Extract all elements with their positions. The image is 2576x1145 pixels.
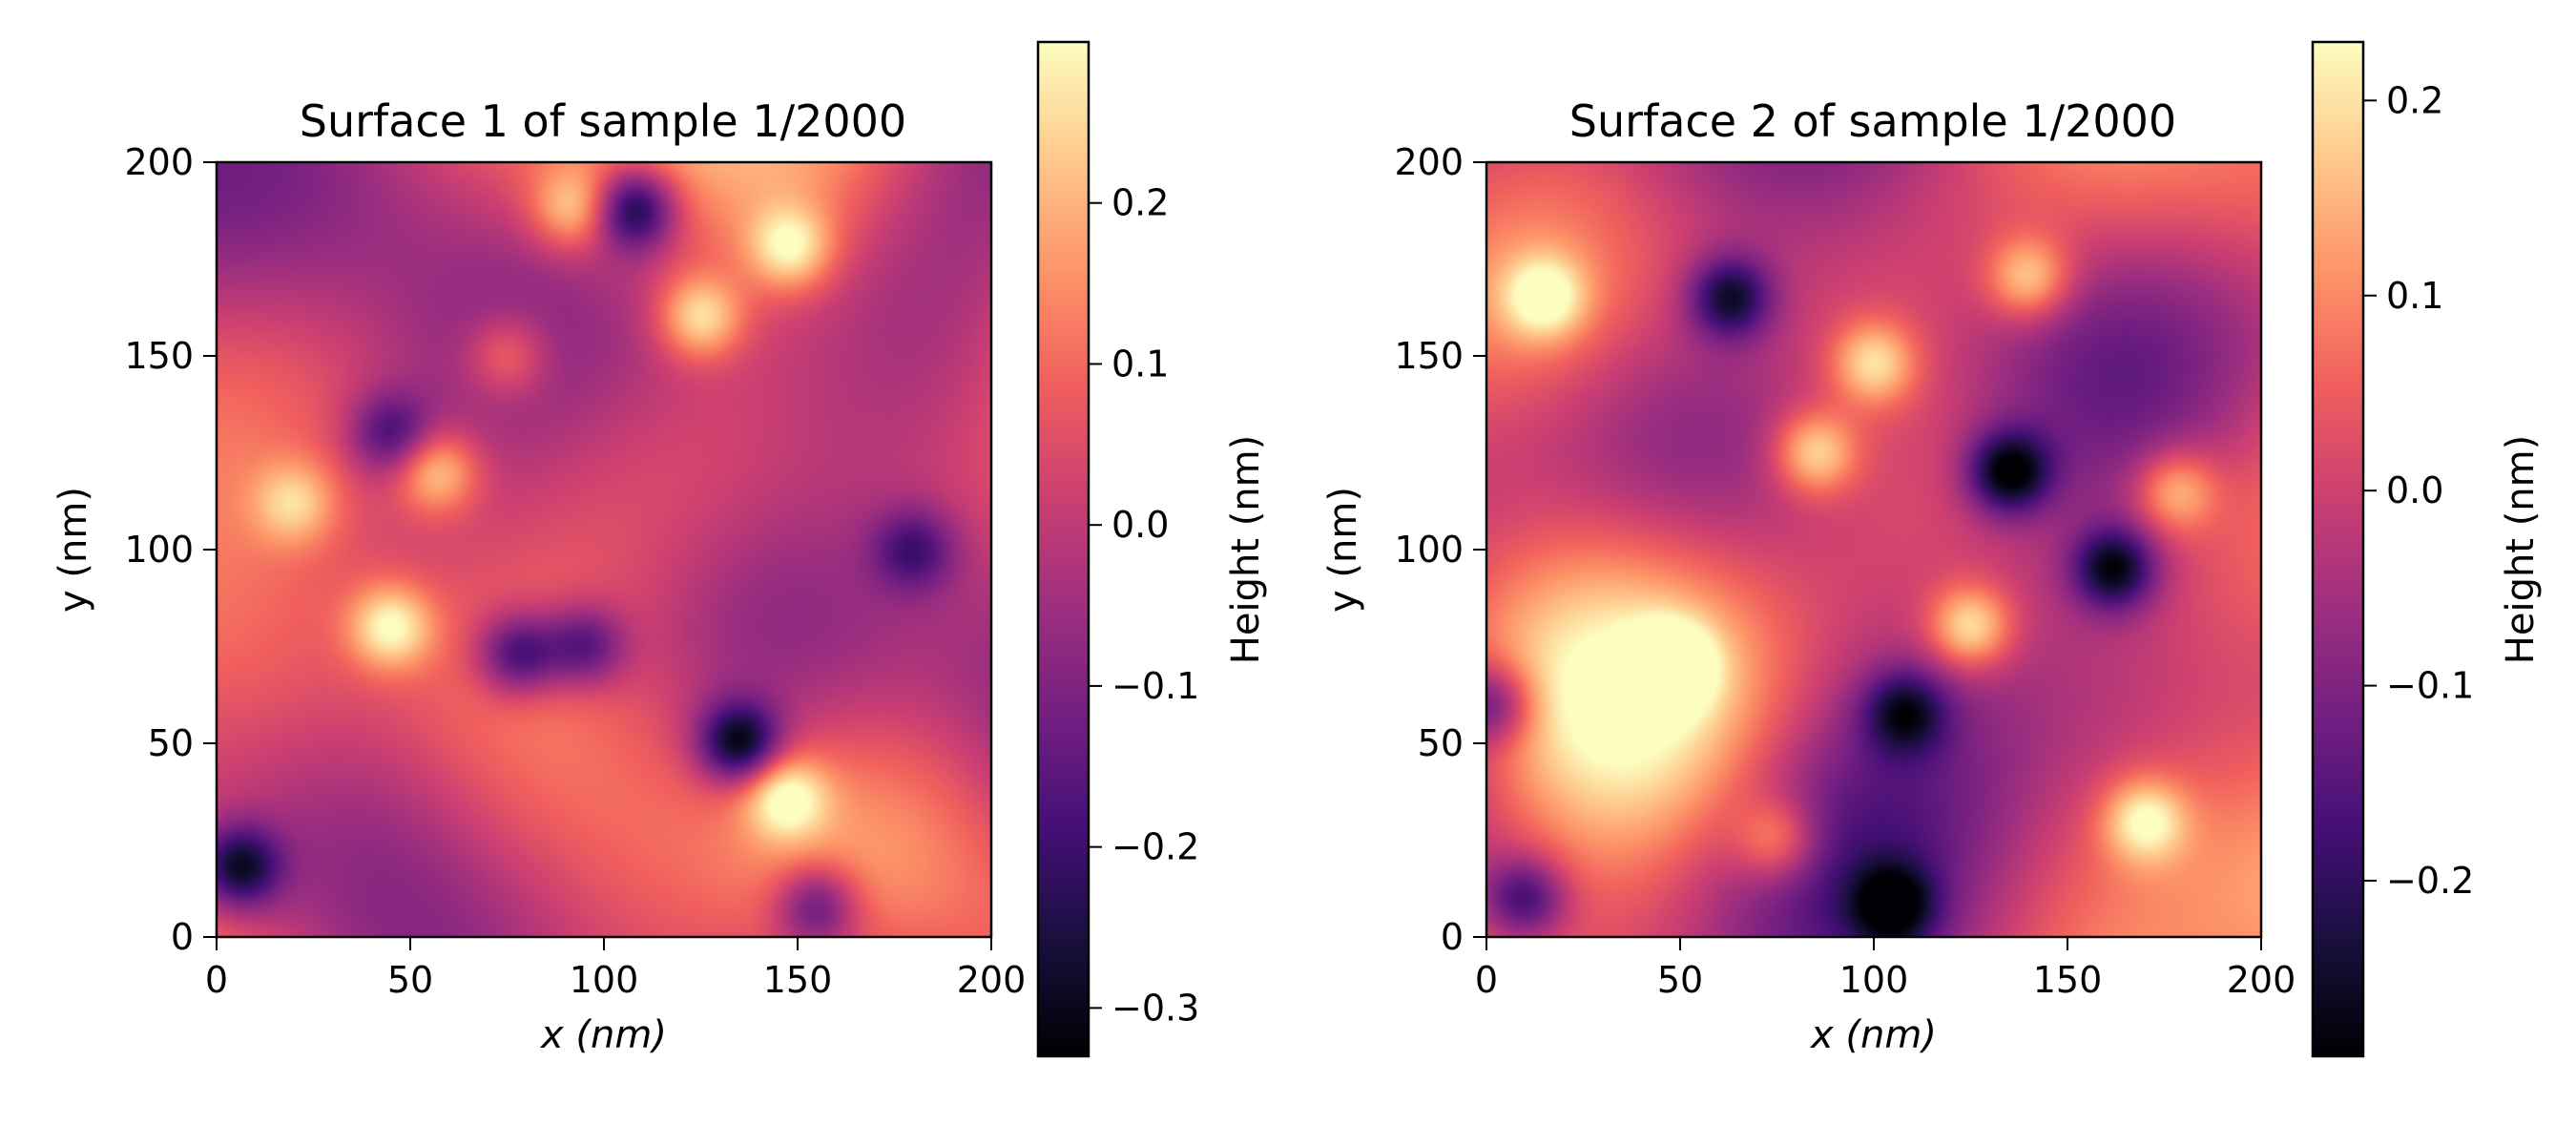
colorbar-2-gradient	[2313, 42, 2363, 1056]
colorbar-1-label: Height (nm)	[1224, 435, 1268, 664]
panel-1-x-axis-label: x (nm)	[539, 1013, 667, 1057]
panel-2-colorbar: 0.2 0.1 0.0 −0.1 −0.2 Height (nm)	[2311, 40, 2543, 1058]
panel-2-title: Surface 2 of sample 1/2000	[1569, 95, 2176, 147]
panel-1-y-ticks: 0 50 100 150 200	[124, 141, 217, 958]
panel-2-x-ticks: 0 50 100 150 200	[1475, 937, 2296, 1001]
panel-2-y-axis-label: y (nm)	[1321, 487, 1365, 613]
colorbar-2-ticks: 0.2 0.1 0.0 −0.1 −0.2	[2363, 79, 2474, 902]
panel-1-colorbar: 0.2 0.1 0.0 −0.1 −0.2 −0.3 Height (nm)	[1036, 40, 1268, 1058]
colorbar-1-gradient	[1038, 42, 1089, 1056]
y-tick-label: 0	[171, 916, 194, 958]
x-tick-label: 200	[2227, 959, 2296, 1001]
colorbar-tick-label: 0.1	[1111, 343, 1169, 385]
panel-1-title: Surface 1 of sample 1/2000	[300, 95, 906, 147]
panel-2-y-ticks: 0 50 100 150 200	[1394, 141, 1486, 958]
y-tick-label: 50	[1418, 722, 1464, 764]
colorbar-tick-label: 0.0	[1111, 504, 1169, 546]
panel-1-y-axis-label: y (nm)	[52, 487, 95, 613]
y-tick-label: 50	[148, 722, 194, 764]
panel-2-x-axis-label: x (nm)	[1809, 1013, 1937, 1057]
x-tick-label: 50	[1657, 959, 1703, 1001]
y-tick-label: 150	[124, 335, 194, 377]
colorbar-tick-label: 0.0	[2386, 469, 2443, 511]
x-tick-label: 50	[387, 959, 433, 1001]
panel-2: Surface 2 of sample 1/2000 0 50 100 150 …	[1321, 40, 2543, 1058]
y-tick-label: 150	[1394, 335, 1464, 377]
y-tick-label: 0	[1441, 916, 1464, 958]
x-tick-label: 0	[1475, 959, 1498, 1001]
colorbar-tick-label: −0.2	[2386, 860, 2474, 902]
y-tick-label: 100	[124, 529, 194, 571]
colorbar-tick-label: 0.2	[2386, 79, 2443, 121]
colorbar-2-label: Height (nm)	[2499, 435, 2543, 664]
colorbar-tick-label: −0.1	[2386, 665, 2474, 707]
colorbar-tick-label: −0.3	[1111, 987, 1199, 1029]
y-tick-label: 200	[124, 141, 194, 183]
panel-1-x-ticks: 0 50 100 150 200	[205, 937, 1026, 1001]
panel-1: Surface 1 of sample 1/2000 0 50 100 150 …	[52, 40, 1268, 1058]
colorbar-tick-label: −0.1	[1111, 665, 1199, 707]
x-tick-label: 150	[2033, 959, 2103, 1001]
colorbar-tick-label: 0.2	[1111, 182, 1169, 224]
y-tick-label: 100	[1394, 529, 1464, 571]
x-tick-label: 200	[957, 959, 1027, 1001]
colorbar-1-frame	[1036, 40, 1091, 1058]
panel-1-heatmap	[217, 162, 991, 937]
x-tick-label: 100	[1839, 959, 1909, 1001]
x-tick-label: 0	[205, 959, 228, 1001]
colorbar-2-frame	[2311, 40, 2365, 1058]
colorbar-tick-label: 0.1	[2386, 275, 2443, 317]
colorbar-tick-label: −0.2	[1111, 826, 1199, 868]
y-tick-label: 200	[1394, 141, 1464, 183]
colorbar-1-ticks: 0.2 0.1 0.0 −0.1 −0.2 −0.3	[1089, 182, 1199, 1029]
x-tick-label: 150	[763, 959, 833, 1001]
x-tick-label: 100	[570, 959, 639, 1001]
panel-2-heatmap	[1486, 162, 2261, 937]
